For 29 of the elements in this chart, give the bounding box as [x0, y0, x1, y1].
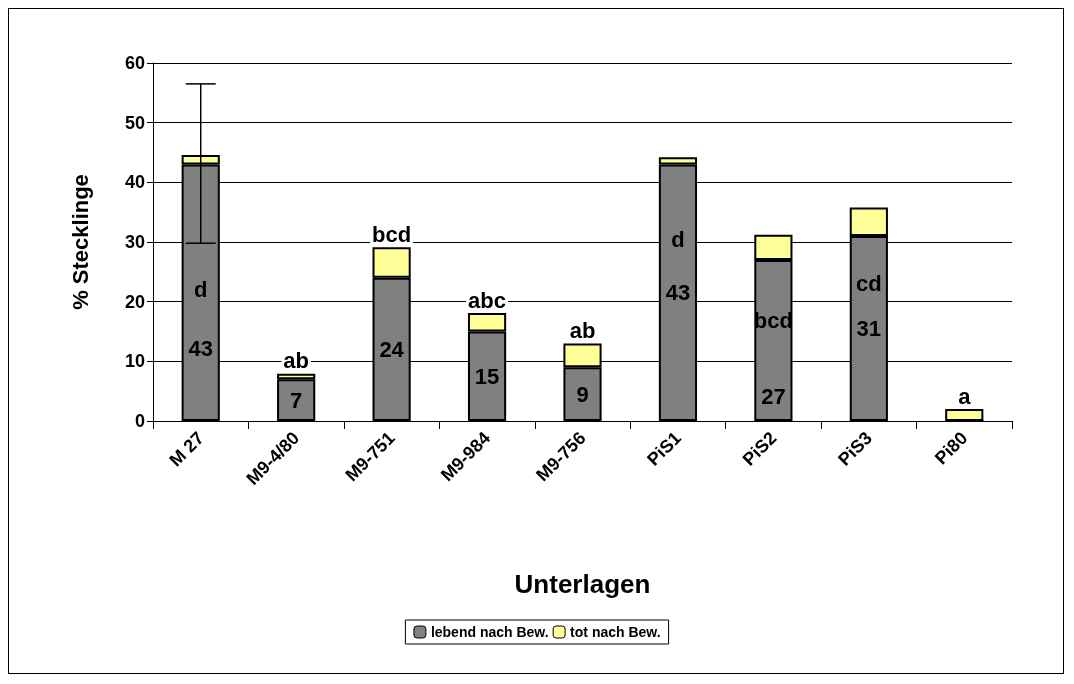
annotation: ab: [569, 317, 596, 343]
y-axis-title: % Stecklinge: [67, 174, 93, 310]
annotation: d: [671, 227, 685, 253]
y-tick-label: 20: [124, 291, 145, 312]
annotation: d: [194, 277, 208, 303]
data-label: 7: [290, 387, 303, 413]
data-label: 43: [665, 280, 691, 306]
annotation: cd: [855, 271, 882, 297]
data-label: 9: [576, 381, 589, 407]
y-tick-label: 60: [124, 53, 145, 73]
y-tick-label: 30: [124, 232, 145, 252]
data-label: 31: [856, 316, 882, 342]
x-axis-title: Unterlagen: [514, 569, 651, 599]
y-tick-label: 50: [124, 112, 145, 133]
y-tick-label: 0: [134, 411, 145, 431]
y-tick-label: 40: [124, 172, 145, 193]
annotation: bcd: [372, 221, 412, 247]
data-label: 24: [379, 336, 405, 362]
data-label: 43: [188, 336, 213, 362]
y-tick-label: 10: [124, 351, 145, 372]
data-label: 27: [761, 383, 786, 409]
x-tick-label: M 27: [165, 427, 208, 471]
annotation: ab: [283, 348, 310, 374]
bar: [945, 409, 984, 421]
annotation: abc: [468, 287, 507, 313]
annotation: a: [958, 383, 972, 409]
legend-label: lebend nach Bew.: [430, 624, 549, 640]
data-label: 15: [474, 363, 500, 389]
legend-label: tot nach Bew.: [570, 624, 661, 640]
